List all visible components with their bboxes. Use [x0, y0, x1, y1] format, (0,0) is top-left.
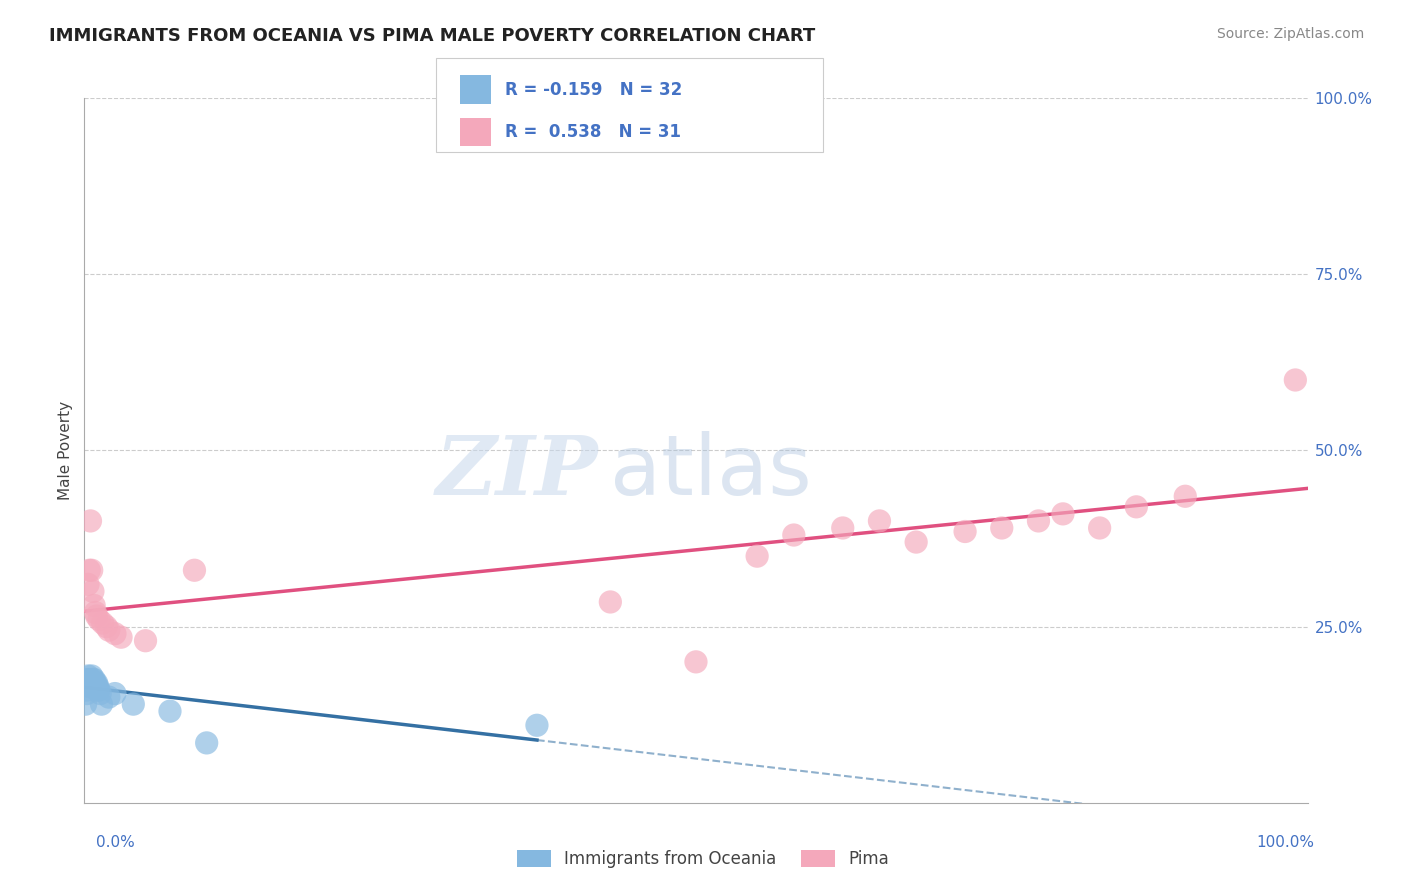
Point	[77, 673, 100, 687]
Point	[87, 613, 110, 627]
Point	[76, 683, 98, 698]
Point	[91, 616, 114, 631]
Point	[87, 680, 110, 694]
Text: 0.0%: 0.0%	[96, 836, 135, 850]
Point	[80, 563, 103, 577]
Point	[1052, 507, 1074, 521]
Point	[83, 599, 105, 613]
Point	[89, 687, 111, 701]
Point	[80, 669, 103, 683]
Point	[1028, 514, 1050, 528]
Text: 100.0%: 100.0%	[1257, 836, 1315, 850]
Point	[77, 669, 100, 683]
Text: atlas: atlas	[610, 431, 813, 512]
Point	[86, 609, 108, 624]
Point	[77, 676, 100, 690]
Point	[84, 680, 107, 694]
Point	[1125, 500, 1147, 514]
Point	[183, 563, 205, 577]
Point	[76, 687, 98, 701]
Y-axis label: Male Poverty: Male Poverty	[58, 401, 73, 500]
Point	[79, 676, 101, 690]
Point	[122, 697, 145, 711]
Text: R = -0.159   N = 32: R = -0.159 N = 32	[505, 80, 682, 98]
Point	[110, 630, 132, 644]
Point	[79, 673, 101, 687]
Point	[905, 535, 928, 549]
Point	[77, 673, 100, 687]
Point	[783, 528, 806, 542]
Point	[82, 676, 104, 690]
Point	[599, 595, 621, 609]
Point	[79, 680, 101, 694]
Text: Source: ZipAtlas.com: Source: ZipAtlas.com	[1216, 27, 1364, 41]
Text: R =  0.538   N = 31: R = 0.538 N = 31	[505, 123, 681, 141]
Text: IMMIGRANTS FROM OCEANIA VS PIMA MALE POVERTY CORRELATION CHART: IMMIGRANTS FROM OCEANIA VS PIMA MALE POV…	[49, 27, 815, 45]
Point	[83, 680, 105, 694]
Point	[104, 626, 127, 640]
Legend: Immigrants from Oceania, Pima: Immigrants from Oceania, Pima	[510, 843, 896, 875]
Point	[1174, 489, 1197, 503]
Point	[831, 521, 853, 535]
Point	[90, 697, 112, 711]
Point	[953, 524, 976, 539]
Point	[747, 549, 769, 564]
Point	[80, 680, 103, 694]
Point	[159, 704, 181, 718]
Point	[84, 606, 107, 620]
Point	[86, 676, 108, 690]
Text: ZIP: ZIP	[436, 432, 598, 512]
Point	[77, 577, 100, 591]
Point	[87, 683, 110, 698]
Point	[526, 718, 548, 732]
Point	[991, 521, 1014, 535]
Point	[1284, 373, 1306, 387]
Point	[83, 673, 105, 687]
Point	[86, 680, 108, 694]
Point	[869, 514, 891, 528]
Point	[75, 697, 97, 711]
Point	[87, 683, 110, 698]
Point	[79, 514, 101, 528]
Point	[1088, 521, 1111, 535]
Point	[82, 584, 104, 599]
Point	[135, 633, 157, 648]
Point	[97, 623, 120, 637]
Point	[685, 655, 707, 669]
Point	[77, 563, 100, 577]
Point	[195, 736, 218, 750]
Point	[104, 687, 127, 701]
Point	[77, 676, 100, 690]
Point	[82, 673, 104, 687]
Point	[84, 676, 107, 690]
Point	[96, 619, 118, 633]
Point	[97, 690, 120, 705]
